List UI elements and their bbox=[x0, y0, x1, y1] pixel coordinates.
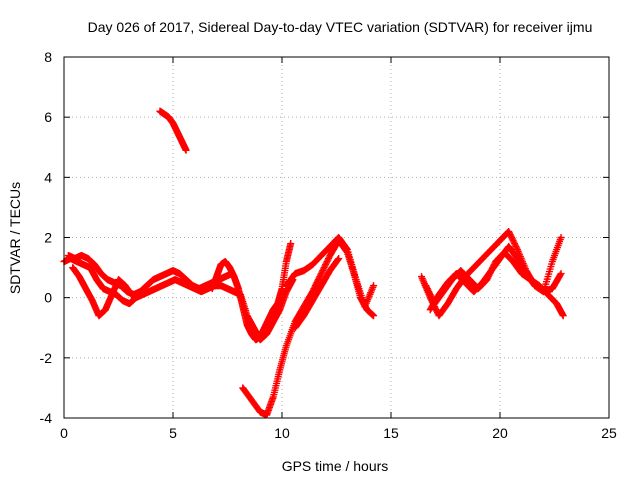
data-points bbox=[60, 107, 567, 419]
series-trace-7 bbox=[282, 234, 378, 311]
data-point bbox=[557, 270, 565, 278]
data-point bbox=[287, 240, 295, 248]
data-point bbox=[559, 312, 567, 320]
data-point bbox=[128, 291, 136, 299]
data-point bbox=[335, 255, 343, 263]
x-axis-ticks: 0 5 10 15 20 25 bbox=[60, 57, 617, 441]
y-tick-label: 2 bbox=[44, 230, 52, 246]
data-point bbox=[557, 234, 565, 241]
series-trace-11 bbox=[426, 234, 565, 314]
y-tick-label: -2 bbox=[40, 350, 53, 366]
y-tick-label: -4 bbox=[40, 410, 53, 426]
y-axis-ticks: -4 -2 0 2 4 6 8 bbox=[40, 49, 609, 426]
x-axis-label: GPS time / hours bbox=[282, 458, 389, 474]
series-trace-4 bbox=[156, 107, 190, 154]
x-tick-label: 10 bbox=[274, 425, 290, 441]
series-trace-8 bbox=[291, 255, 343, 332]
chart-title: Day 026 of 2017, Sidereal Day-to-day VTE… bbox=[88, 19, 593, 35]
data-point bbox=[343, 245, 351, 253]
series-trace-5 bbox=[208, 240, 295, 344]
y-tick-label: 8 bbox=[44, 49, 52, 65]
x-tick-label: 0 bbox=[60, 425, 68, 441]
y-axis-label: SDTVAR / TECUs bbox=[7, 182, 23, 294]
x-tick-label: 15 bbox=[383, 425, 399, 441]
series-trace-3 bbox=[69, 264, 136, 320]
y-tick-label: 0 bbox=[44, 290, 52, 306]
data-point bbox=[370, 312, 378, 320]
data-point bbox=[370, 282, 378, 290]
data-point bbox=[556, 271, 564, 279]
x-tick-label: 5 bbox=[169, 425, 177, 441]
x-tick-label: 25 bbox=[601, 425, 617, 441]
x-tick-label: 20 bbox=[492, 425, 508, 441]
y-tick-label: 6 bbox=[44, 109, 52, 125]
y-tick-label: 4 bbox=[44, 169, 52, 185]
data-point bbox=[513, 244, 521, 252]
data-point bbox=[334, 256, 342, 264]
data-point bbox=[182, 146, 190, 154]
